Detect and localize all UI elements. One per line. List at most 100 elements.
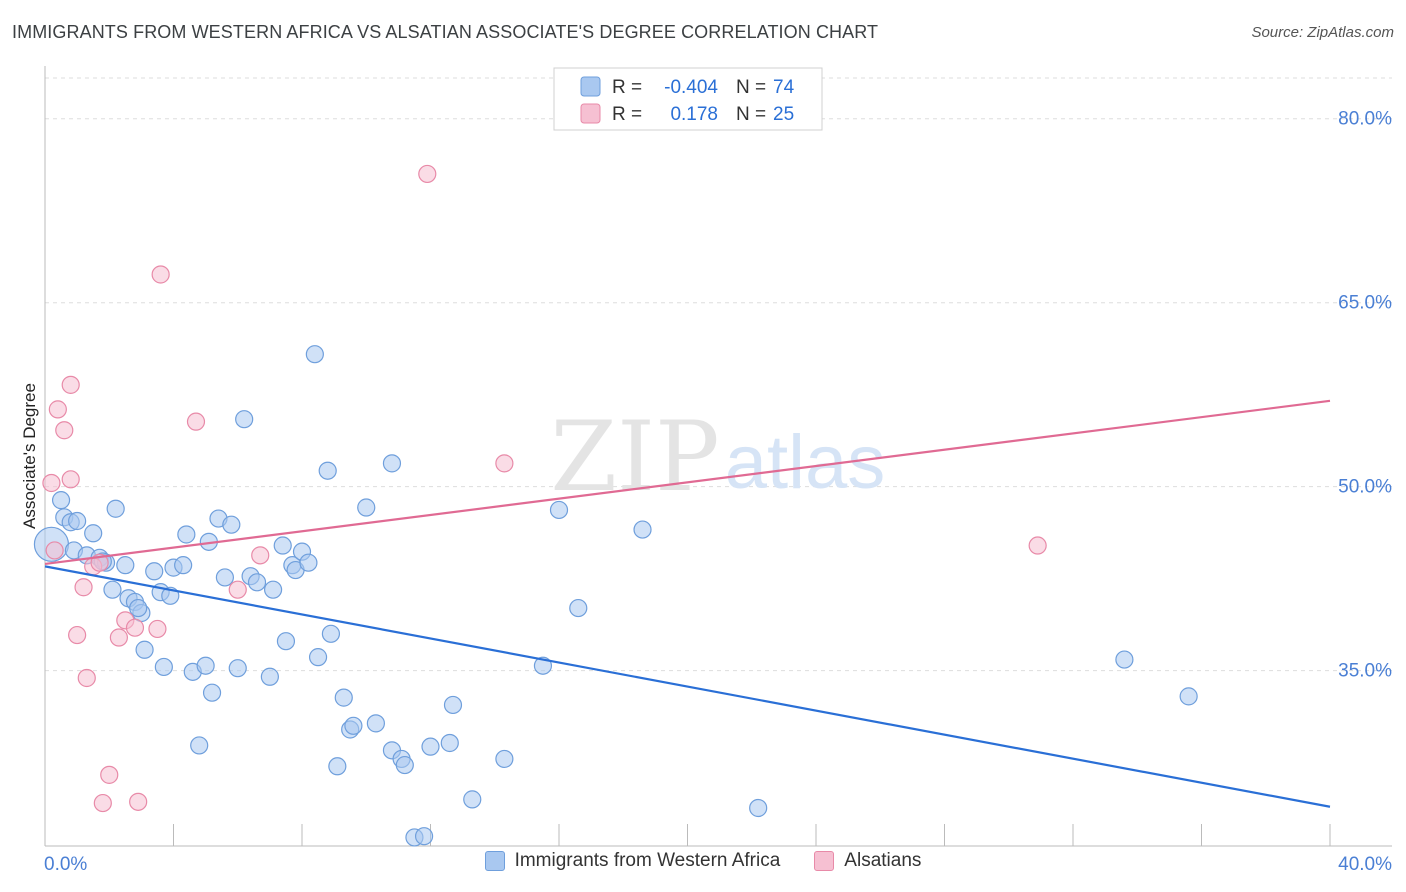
legend-n-value-1: 74 <box>773 77 795 98</box>
legend-r-value-2: 0.178 <box>670 104 718 125</box>
blue-point-31 <box>222 515 241 534</box>
blue-point-25 <box>190 736 209 755</box>
pink-point-15 <box>129 792 148 811</box>
blue-point-12 <box>116 556 135 575</box>
blue-point-45 <box>308 648 328 667</box>
blue-point-52 <box>357 498 376 517</box>
blue-point-35 <box>247 573 267 592</box>
blue-point-26 <box>196 656 215 675</box>
blue-point-30 <box>215 568 234 587</box>
pink-point-5 <box>68 625 87 645</box>
bottom-legend: Immigrants from Western Africa Alsatians <box>0 850 1406 872</box>
blue-point-65 <box>533 656 553 675</box>
x-tick-label-min: 0.0% <box>44 854 87 875</box>
legend-label-alsatians: Alsatians <box>844 850 922 871</box>
blue-point-32 <box>228 659 247 678</box>
pink-point-18 <box>186 412 206 431</box>
blue-point-49 <box>334 688 353 707</box>
chart-title: IMMIGRANTS FROM WESTERN AFRICA VS ALSATI… <box>12 22 879 42</box>
pink-point-19 <box>228 580 247 599</box>
blue-point-7 <box>84 524 103 543</box>
pink-point-21 <box>418 164 437 184</box>
series-alsatians-points <box>42 164 1047 813</box>
blue-point-28 <box>202 683 222 702</box>
blue-point-19 <box>154 657 173 677</box>
legend-swatch-pink <box>580 103 601 124</box>
blue-point-22 <box>174 556 193 575</box>
pink-point-2 <box>55 421 74 440</box>
blue-point-33 <box>235 410 254 429</box>
source-credit: Source: ZipAtlas.com <box>1251 24 1394 41</box>
legend-n-label-2: N = <box>736 104 766 125</box>
legend-item-alsatians[interactable]: Alsatians <box>814 850 921 872</box>
axes <box>44 66 1392 847</box>
legend-r-label-1: R = <box>612 77 642 98</box>
legend-n-value-2: 25 <box>773 104 794 125</box>
pink-point-12 <box>109 628 128 647</box>
legend-r-label-2: R = <box>612 104 642 125</box>
blue-point-17 <box>145 562 164 581</box>
blue-point-71 <box>1179 687 1198 706</box>
blue-point-72 <box>129 598 148 618</box>
x-tick-label-max: 40.0% <box>1338 854 1392 875</box>
blue-point-62 <box>443 695 463 715</box>
pink-point-24 <box>45 541 64 560</box>
blue-point-63 <box>463 790 482 809</box>
pink-point-16 <box>148 619 167 639</box>
blue-point-60 <box>421 737 440 756</box>
watermark-atlas: atlas <box>725 420 886 505</box>
blue-point-64 <box>495 749 514 769</box>
pink-point-14 <box>125 618 145 637</box>
blue-point-47 <box>321 624 341 643</box>
blue-point-66 <box>549 500 569 520</box>
y-tick-label-1: 50.0% <box>1338 477 1392 498</box>
blue-point-37 <box>263 580 283 599</box>
pink-point-23 <box>1028 536 1047 555</box>
blue-point-11 <box>106 499 125 518</box>
pink-point-3 <box>61 375 80 394</box>
legend-r-value-1: -0.404 <box>664 77 718 98</box>
blue-point-51 <box>344 716 363 735</box>
series-western-africa-points <box>33 345 1198 847</box>
blue-point-36 <box>260 667 279 686</box>
blue-point-4 <box>68 511 87 531</box>
blue-point-59 <box>414 827 434 846</box>
blue-point-67 <box>569 598 588 618</box>
blue-point-54 <box>382 454 402 473</box>
legend-label-western-africa: Immigrants from Western Africa <box>514 850 781 871</box>
y-tick-label-3: 80.0% <box>1338 109 1392 130</box>
blue-point-39 <box>276 632 296 651</box>
blue-point-43 <box>299 553 318 572</box>
blue-point-69 <box>749 798 768 818</box>
legend-box: R = -0.404 N = 74 R = 0.178 N = 25 <box>553 67 823 131</box>
pink-point-1 <box>48 400 67 419</box>
blue-point-1 <box>51 491 71 510</box>
y-tick-label-2: 65.0% <box>1338 293 1392 314</box>
trend-lines <box>44 399 1331 808</box>
pink-point-6 <box>74 578 93 597</box>
pink-point-7 <box>77 668 96 688</box>
pink-point-0 <box>42 473 61 493</box>
trend-line-alsatians <box>44 399 1331 566</box>
pink-point-11 <box>93 793 112 813</box>
legend-item-western-africa[interactable]: Immigrants from Western Africa <box>484 850 781 872</box>
pink-point-4 <box>61 470 80 489</box>
blue-point-38 <box>273 536 292 555</box>
blue-point-16 <box>135 640 154 659</box>
legend-swatch-western-africa <box>484 851 505 871</box>
pink-point-10 <box>100 765 119 784</box>
blue-point-23 <box>177 525 196 544</box>
pink-point-22 <box>495 454 514 473</box>
legend-n-label-1: N = <box>736 77 766 98</box>
blue-point-70 <box>1115 650 1134 669</box>
blue-point-48 <box>328 757 347 776</box>
tick-labels: 35.0% 50.0% 65.0% 80.0% 0.0% 40.0% <box>44 109 1392 875</box>
pink-point-20 <box>251 546 270 565</box>
legend-swatch-alsatians <box>814 851 835 871</box>
blue-point-46 <box>318 461 337 480</box>
blue-point-10 <box>103 580 122 599</box>
pink-point-17 <box>151 265 170 284</box>
blue-point-53 <box>366 714 385 733</box>
blue-point-57 <box>395 755 414 775</box>
